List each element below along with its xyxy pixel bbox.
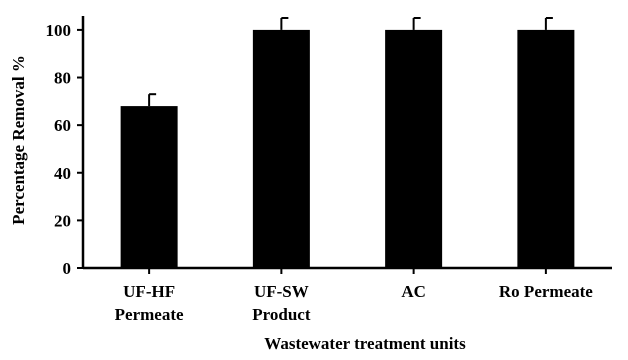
x-tick-label: UF-SW Product bbox=[252, 282, 311, 324]
y-tick-label: 0 bbox=[63, 259, 72, 278]
bar bbox=[120, 106, 178, 268]
bar bbox=[385, 29, 443, 269]
bar bbox=[517, 29, 575, 269]
y-tick-label: 80 bbox=[54, 69, 71, 88]
y-axis-label: Percentage Removal % bbox=[9, 55, 28, 225]
bars-group bbox=[120, 29, 575, 269]
error-bars-group bbox=[148, 17, 553, 107]
x-tick-label: Ro Permeate bbox=[499, 282, 593, 301]
y-tick-label: 20 bbox=[54, 211, 71, 230]
y-tick-label: 100 bbox=[46, 21, 72, 40]
y-ticks-group: 0 20 40 60 80 100 bbox=[46, 21, 83, 278]
y-tick-label: 40 bbox=[54, 164, 71, 183]
x-tick-label: AC bbox=[401, 282, 426, 301]
x-ticks-group: UF-HF Permeate UF-SW Product AC Ro Permeate bbox=[115, 268, 593, 324]
y-tick-label: 60 bbox=[54, 116, 71, 135]
bar bbox=[252, 29, 310, 269]
x-tick-label: UF-HF Permeate bbox=[115, 282, 184, 324]
x-axis-label: Wastewater treatment units bbox=[264, 334, 466, 353]
